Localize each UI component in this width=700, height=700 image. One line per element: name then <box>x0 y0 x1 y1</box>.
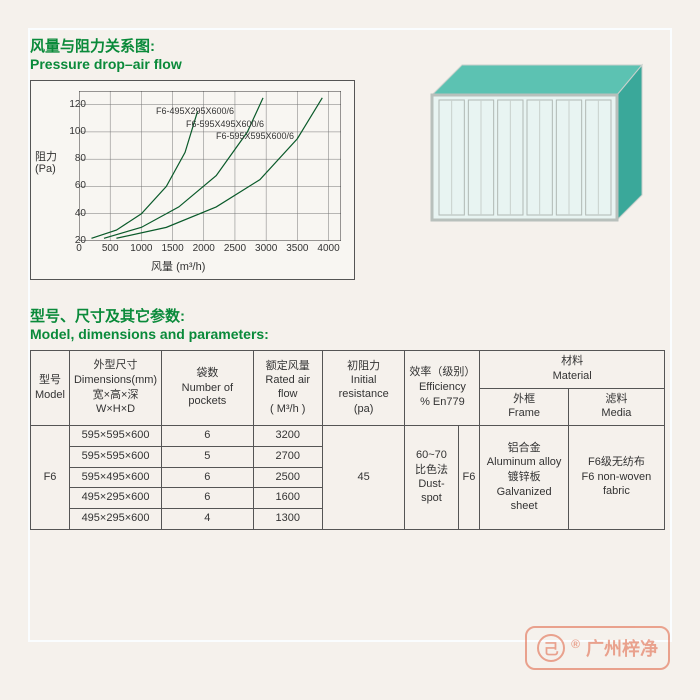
pressure-drop-chart: 阻力 (Pa) 风量 (m³/h) 20406080100120 0500100… <box>30 80 355 280</box>
y-axis-label: 阻力 (Pa) <box>35 151 57 175</box>
product-image <box>395 35 670 275</box>
x-axis-label: 风量 (m³/h) <box>151 258 205 274</box>
filter-illustration <box>417 45 647 265</box>
